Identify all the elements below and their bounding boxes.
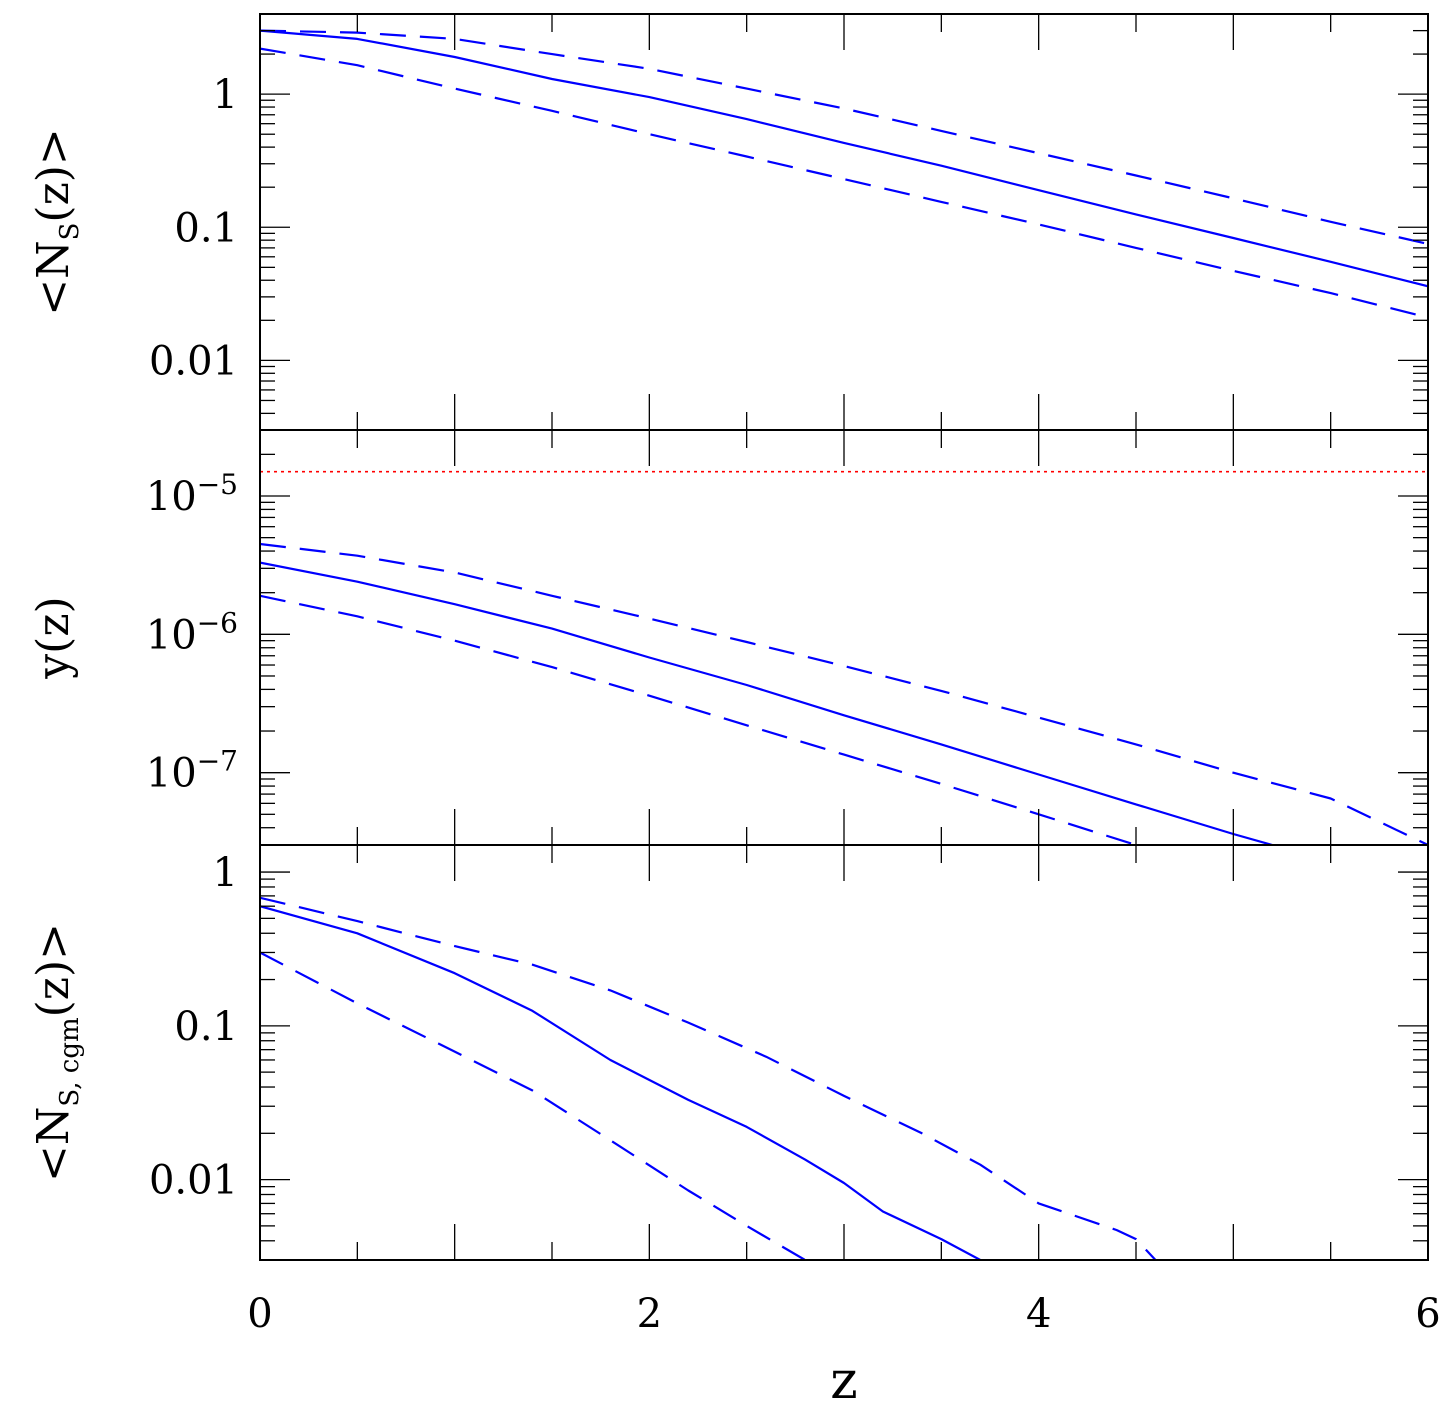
y-axis-label: y(z) [28,596,79,679]
y-axis-label-main: (z)> [28,128,79,222]
series-dashed-2 [260,594,1137,845]
y-tick-label: 10−5 [146,468,238,520]
series-dashed-1 [260,896,1157,1260]
panel-frame [259,13,1429,431]
y-axis-label-subscript: S [55,223,85,241]
series-solid-0 [260,561,1273,845]
y-tick-label-base: 10 [146,612,197,658]
y-axis-label: <NS, cgm(z)> [28,923,85,1182]
panel-middle: 10−510−610−7y(z) [28,429,1429,846]
y-tick-label: 0.01 [149,1158,238,1204]
x-tick-label: 0 [247,1291,272,1337]
x-tick-label: 2 [637,1291,662,1337]
y-tick-label-base: 10 [146,751,197,797]
series-dashed-2 [260,951,806,1260]
x-axis-label: z [830,1351,857,1409]
y-axis-label-subscript: S, cgm [55,1017,85,1106]
y-tick-label-exponent: −7 [197,745,238,778]
y-tick-label: 10−7 [146,745,238,797]
x-tick-label: 4 [1026,1291,1051,1337]
y-tick-label: 1 [213,850,238,896]
y-tick-label-exponent: −5 [197,468,238,501]
series-dashed-1 [260,542,1428,845]
y-tick-label: 1 [213,72,238,118]
y-axis-label-main: <N [28,1107,79,1182]
panel-frame [259,844,1429,1261]
panel-frame [259,429,1429,846]
series-dashed-1 [260,29,1428,245]
panel-bottom: 1 0.1 0.01 0 2 4 6 z <NS, cgm(z)> [28,844,1441,1409]
series-solid-0 [260,905,981,1260]
y-tick-label: 0.1 [174,1004,238,1050]
y-tick-label-base: 10 [146,474,197,520]
y-tick-label: 0.1 [174,205,238,251]
series-solid-0 [260,29,1428,288]
y-axis-label-main: (z)> [28,923,79,1017]
y-axis-label-main: <N [28,240,79,315]
x-tick-label: 6 [1415,1291,1440,1337]
y-tick-label-exponent: −6 [197,606,238,639]
y-axis-label: <NS(z)> [28,128,85,316]
panel-top: 1 0.1 0.01 <NS(z)> [28,13,1429,431]
y-tick-label: 0.01 [149,338,238,384]
y-tick-label: 10−6 [146,606,238,658]
series-dashed-2 [260,47,1428,319]
